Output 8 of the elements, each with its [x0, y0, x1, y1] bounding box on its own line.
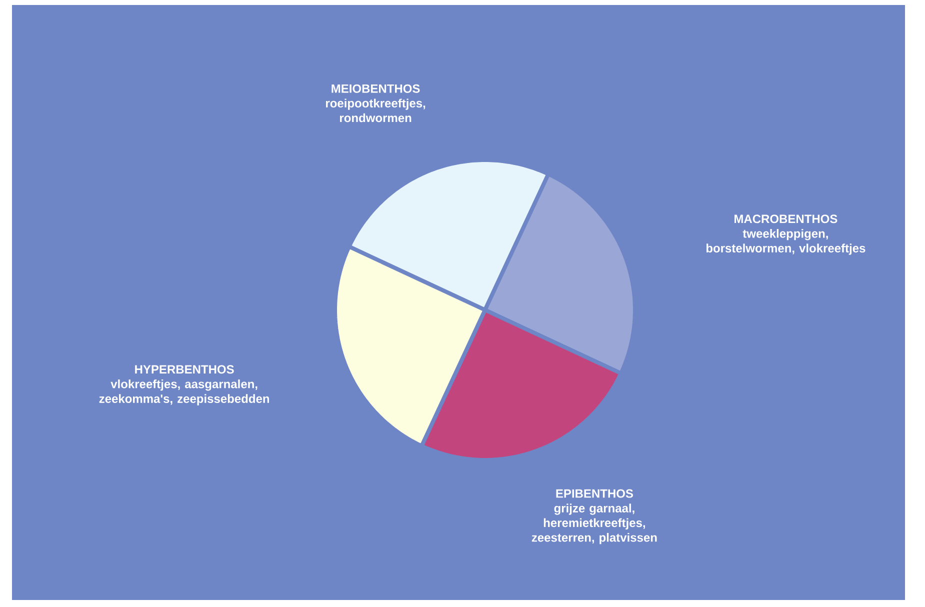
slice-label: EPIBENTHOS [556, 489, 633, 498]
text: tweekleppigen, borstelwormen, vlokreeftjes [706, 228, 866, 255]
slice-label: MACROBENTHOS [734, 214, 838, 224]
text: vlokreeftjes, aasgarnalen, zeekomma's, zeepissebedden [99, 379, 270, 406]
text: grijze garnaal, heremietkreeftjes, zeesterren, platvissen [532, 504, 657, 544]
text: roeipootkreeftjes, rondwormen [326, 98, 426, 122]
slice-label: MEIOBENTHOS [332, 84, 420, 93]
slice-label: HYPERBENTHOS [135, 365, 234, 374]
